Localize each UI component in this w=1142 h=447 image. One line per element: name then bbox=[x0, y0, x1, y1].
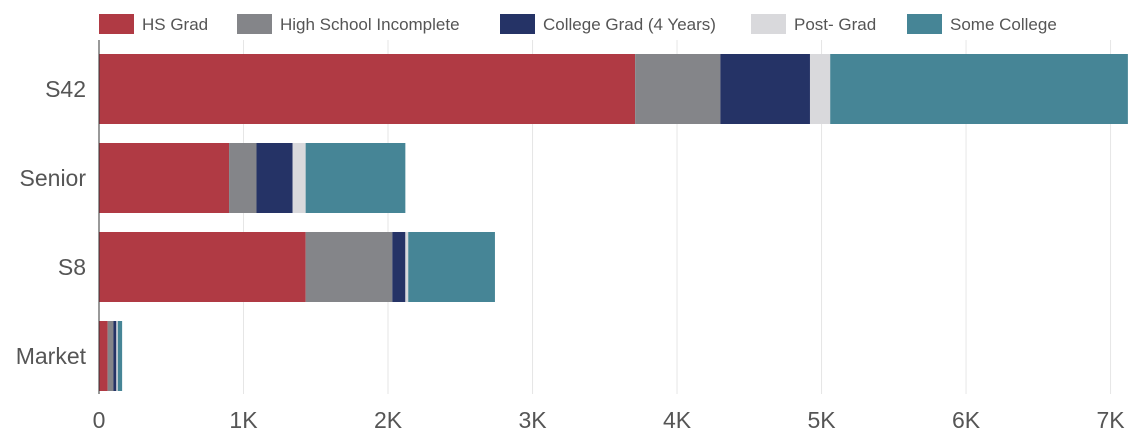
x-tick-label: 0 bbox=[93, 407, 106, 433]
legend-swatch bbox=[751, 14, 786, 34]
bar-s42-hs-grad[interactable] bbox=[99, 54, 636, 124]
bar-senior-some-college[interactable] bbox=[305, 143, 406, 213]
legend-swatch bbox=[500, 14, 535, 34]
bar-market-college-grad-4-years[interactable] bbox=[113, 321, 117, 391]
x-tick-label: 7K bbox=[1096, 407, 1125, 433]
legend-item[interactable]: Some College bbox=[907, 14, 1057, 34]
legend-label: High School Incomplete bbox=[280, 15, 460, 34]
category-label: Market bbox=[16, 343, 87, 369]
legend-item[interactable]: HS Grad bbox=[99, 14, 208, 34]
bar-market-some-college[interactable] bbox=[117, 321, 123, 391]
legend-item[interactable]: Post- Grad bbox=[751, 14, 876, 34]
legend-label: Some College bbox=[950, 15, 1057, 34]
legend-label: HS Grad bbox=[142, 15, 208, 34]
bar-s42-some-college[interactable] bbox=[830, 54, 1128, 124]
bar-senior-post-grad[interactable] bbox=[292, 143, 306, 213]
category-label: Senior bbox=[20, 165, 87, 191]
x-tick-label: 3K bbox=[518, 407, 547, 433]
bar-s8-hs-grad[interactable] bbox=[99, 232, 306, 302]
bar-s8-post-grad[interactable] bbox=[405, 232, 409, 302]
bar-s42-high-school-incomplete[interactable] bbox=[635, 54, 721, 124]
bar-market-high-school-incomplete[interactable] bbox=[107, 321, 114, 391]
x-tick-label: 2K bbox=[374, 407, 403, 433]
legend-label: Post- Grad bbox=[794, 15, 876, 34]
legend-swatch bbox=[907, 14, 942, 34]
bar-senior-college-grad-4-years[interactable] bbox=[256, 143, 293, 213]
x-tick-label: 5K bbox=[807, 407, 836, 433]
bar-senior-high-school-incomplete[interactable] bbox=[229, 143, 257, 213]
bar-market-hs-grad[interactable] bbox=[99, 321, 108, 391]
bar-senior-hs-grad[interactable] bbox=[99, 143, 230, 213]
bar-market-post-grad[interactable] bbox=[116, 321, 118, 391]
legend-label: College Grad (4 Years) bbox=[543, 15, 716, 34]
legend-swatch bbox=[99, 14, 134, 34]
category-label: S8 bbox=[58, 254, 86, 280]
category-label: S42 bbox=[45, 76, 86, 102]
bar-s42-post-grad[interactable] bbox=[809, 54, 831, 124]
legend-swatch bbox=[237, 14, 272, 34]
legend-item[interactable]: College Grad (4 Years) bbox=[500, 14, 716, 34]
x-tick-label: 4K bbox=[663, 407, 692, 433]
x-tick-label: 1K bbox=[229, 407, 258, 433]
legend-item[interactable]: High School Incomplete bbox=[237, 14, 460, 34]
x-tick-label: 6K bbox=[952, 407, 981, 433]
bar-s8-high-school-incomplete[interactable] bbox=[305, 232, 393, 302]
bar-s8-some-college[interactable] bbox=[408, 232, 495, 302]
bar-s42-college-grad-4-years[interactable] bbox=[720, 54, 810, 124]
bar-s8-college-grad-4-years[interactable] bbox=[392, 232, 406, 302]
